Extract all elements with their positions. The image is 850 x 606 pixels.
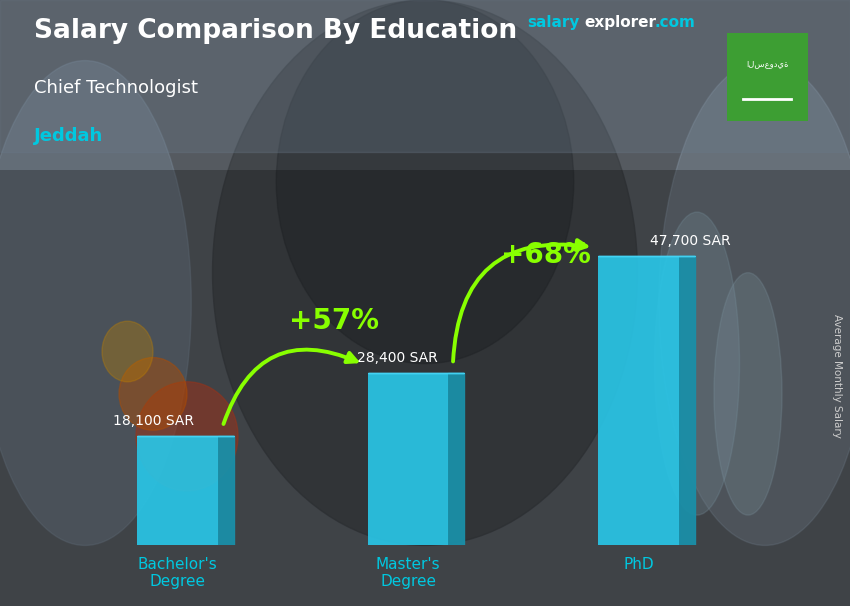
Text: 28,400 SAR: 28,400 SAR [357,351,438,365]
Ellipse shape [714,273,782,515]
Ellipse shape [0,61,191,545]
Text: 18,100 SAR: 18,100 SAR [113,414,194,428]
Ellipse shape [102,321,153,382]
Ellipse shape [212,0,638,545]
Text: explorer: explorer [585,15,657,30]
FancyArrowPatch shape [224,350,356,424]
Text: +68%: +68% [502,241,591,268]
Text: .com: .com [654,15,695,30]
Text: 47,700 SAR: 47,700 SAR [650,235,730,248]
Text: السعودية: السعودية [746,59,788,68]
Text: Average Monthly Salary: Average Monthly Salary [832,314,842,438]
Ellipse shape [654,212,740,515]
Text: salary: salary [527,15,580,30]
Bar [598,256,678,545]
Text: Salary Comparison By Education: Salary Comparison By Education [34,18,517,44]
Bar [138,436,218,545]
Bar [368,373,448,545]
Ellipse shape [276,0,574,364]
Polygon shape [218,436,234,545]
Text: +57%: +57% [289,307,379,335]
Text: Jeddah: Jeddah [34,127,103,145]
Text: Chief Technologist: Chief Technologist [34,79,198,97]
FancyArrowPatch shape [453,240,586,361]
Ellipse shape [659,61,850,545]
Polygon shape [448,373,464,545]
Ellipse shape [119,358,187,430]
Polygon shape [678,256,694,545]
Bar [0,0,850,152]
Ellipse shape [136,382,238,491]
